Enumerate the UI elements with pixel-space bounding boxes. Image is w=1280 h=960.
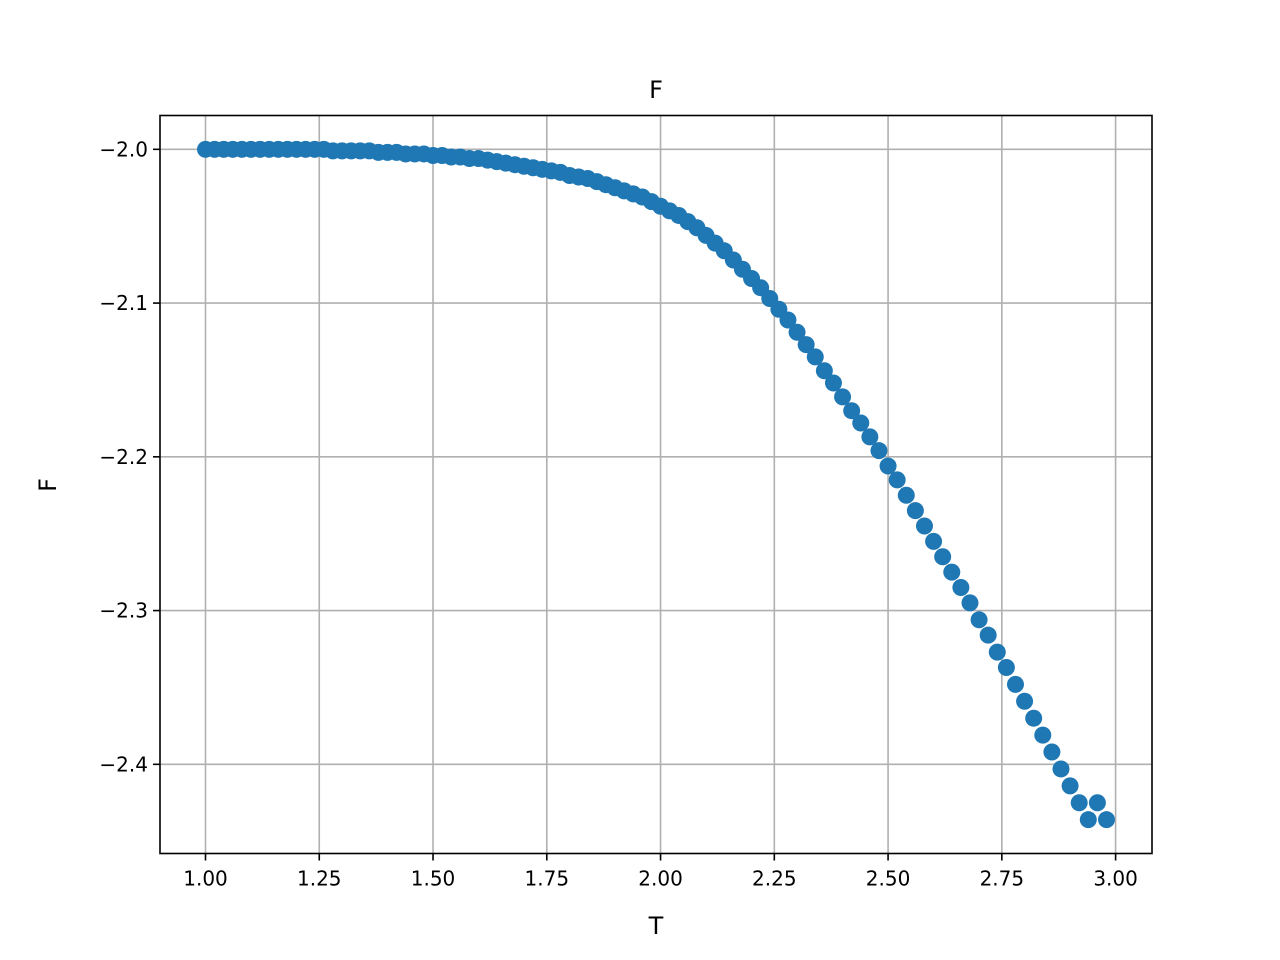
data-points (197, 140, 1115, 829)
y-tick-label: −2.0 (99, 137, 148, 161)
chart-title: F (649, 76, 663, 104)
data-point (934, 548, 952, 566)
data-point (897, 486, 915, 504)
data-point (815, 362, 833, 380)
data-point (852, 414, 870, 432)
x-tick-label: 2.00 (638, 867, 683, 891)
data-point (906, 502, 924, 520)
data-point (1088, 794, 1106, 812)
data-point (779, 311, 797, 329)
data-point (888, 471, 906, 489)
y-axis: −2.0 −2.1 −2.2 −2.3 −2.4 (99, 137, 160, 776)
data-point (870, 442, 888, 460)
data-point (915, 517, 933, 535)
data-point (979, 626, 997, 644)
y-axis-label: F (34, 478, 62, 492)
y-tick-label: −2.4 (99, 752, 148, 776)
data-point (1025, 709, 1043, 727)
x-tick-label: 2.25 (752, 867, 797, 891)
data-point (806, 348, 824, 366)
x-tick-label: 1.75 (525, 867, 570, 891)
x-axis: 1.00 1.25 1.50 1.75 2.00 2.25 2.50 2.75 3.00 (183, 853, 1138, 891)
data-point (1097, 811, 1115, 829)
x-tick-label: 3.00 (1093, 867, 1138, 891)
grid-lines (160, 115, 1152, 854)
data-point (861, 428, 879, 446)
data-point (1061, 777, 1079, 795)
y-tick-label: −2.1 (99, 291, 148, 315)
data-point (970, 611, 988, 629)
data-point (1079, 811, 1097, 829)
data-point (925, 532, 943, 550)
x-tick-label: 2.75 (980, 867, 1025, 891)
x-tick-label: 2.50 (866, 867, 911, 891)
data-point (1052, 760, 1070, 778)
data-point (824, 374, 842, 392)
data-point (1016, 692, 1034, 710)
data-point (943, 563, 961, 581)
data-point (788, 323, 806, 341)
data-point (834, 388, 852, 406)
data-point (1070, 794, 1088, 812)
x-axis-label: T (648, 912, 664, 940)
data-point (843, 402, 861, 420)
data-point (988, 643, 1006, 661)
data-point (997, 658, 1015, 676)
x-tick-label: 1.25 (297, 867, 342, 891)
data-point (952, 579, 970, 597)
data-point (961, 594, 979, 612)
x-tick-label: 1.50 (411, 867, 456, 891)
data-point (879, 457, 897, 475)
y-tick-label: −2.2 (99, 445, 148, 469)
y-tick-label: −2.3 (99, 599, 148, 623)
data-point (1006, 675, 1024, 693)
data-point (797, 336, 815, 354)
x-tick-label: 1.00 (183, 867, 228, 891)
plot-frame (159, 114, 1153, 855)
data-point (1043, 743, 1061, 761)
data-point (1034, 726, 1052, 744)
